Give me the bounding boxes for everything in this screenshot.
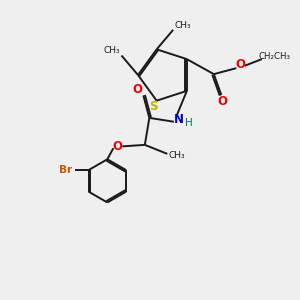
Text: H: H xyxy=(185,118,193,128)
Text: O: O xyxy=(236,58,246,71)
Text: Br: Br xyxy=(59,165,72,175)
Text: CH₃: CH₃ xyxy=(174,21,191,30)
Text: CH₃: CH₃ xyxy=(103,46,120,56)
Text: S: S xyxy=(149,100,157,112)
Text: O: O xyxy=(218,95,228,108)
Text: N: N xyxy=(173,113,183,127)
Text: CH₃: CH₃ xyxy=(169,151,186,160)
Text: CH₂CH₃: CH₂CH₃ xyxy=(258,52,290,61)
Text: O: O xyxy=(132,83,142,97)
Text: O: O xyxy=(112,140,122,153)
